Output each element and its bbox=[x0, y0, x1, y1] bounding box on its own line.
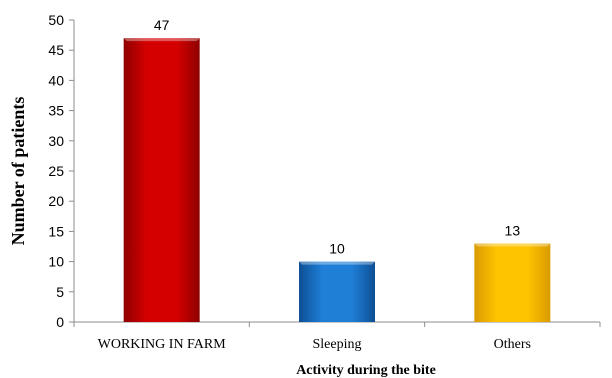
y-tick-label: 35 bbox=[48, 103, 64, 119]
y-tick-label: 50 bbox=[48, 12, 64, 28]
y-tick-label: 10 bbox=[48, 254, 64, 270]
bar-body bbox=[299, 261, 375, 322]
category-labels: WORKING IN FARM Sleeping Others bbox=[98, 337, 531, 352]
data-label: 13 bbox=[505, 222, 521, 238]
x-axis-title: Activity during the bite bbox=[296, 363, 436, 378]
data-label: 47 bbox=[154, 17, 170, 33]
data-labels: 47 10 13 bbox=[154, 17, 520, 256]
y-tick-label: 15 bbox=[48, 223, 64, 239]
category-label: Sleeping bbox=[313, 337, 362, 352]
data-label: 10 bbox=[329, 241, 345, 257]
y-tick-label: 45 bbox=[48, 42, 64, 58]
bar-body bbox=[474, 243, 551, 322]
y-tick-label: 30 bbox=[48, 133, 64, 149]
bar-bevel bbox=[299, 261, 375, 265]
y-tick-label: 20 bbox=[48, 193, 64, 209]
bar-body bbox=[123, 38, 200, 323]
category-label: WORKING IN FARM bbox=[98, 337, 227, 352]
y-axis-title: Number of patients bbox=[8, 97, 28, 246]
bar-bevel bbox=[474, 243, 551, 247]
bar bbox=[299, 261, 375, 322]
category-label: Others bbox=[494, 337, 531, 352]
x-ticks bbox=[73, 322, 601, 327]
bar bbox=[474, 243, 551, 322]
y-tick-label: 0 bbox=[56, 314, 64, 330]
bar bbox=[123, 38, 200, 323]
y-tick-label: 25 bbox=[48, 163, 64, 179]
bar-bevel bbox=[123, 38, 200, 42]
bars bbox=[123, 38, 551, 323]
y-tick-label: 5 bbox=[56, 284, 64, 300]
y-ticks: 0 5 10 15 20 25 30 35 40 45 50 bbox=[48, 12, 74, 330]
y-tick-label: 40 bbox=[48, 72, 64, 88]
